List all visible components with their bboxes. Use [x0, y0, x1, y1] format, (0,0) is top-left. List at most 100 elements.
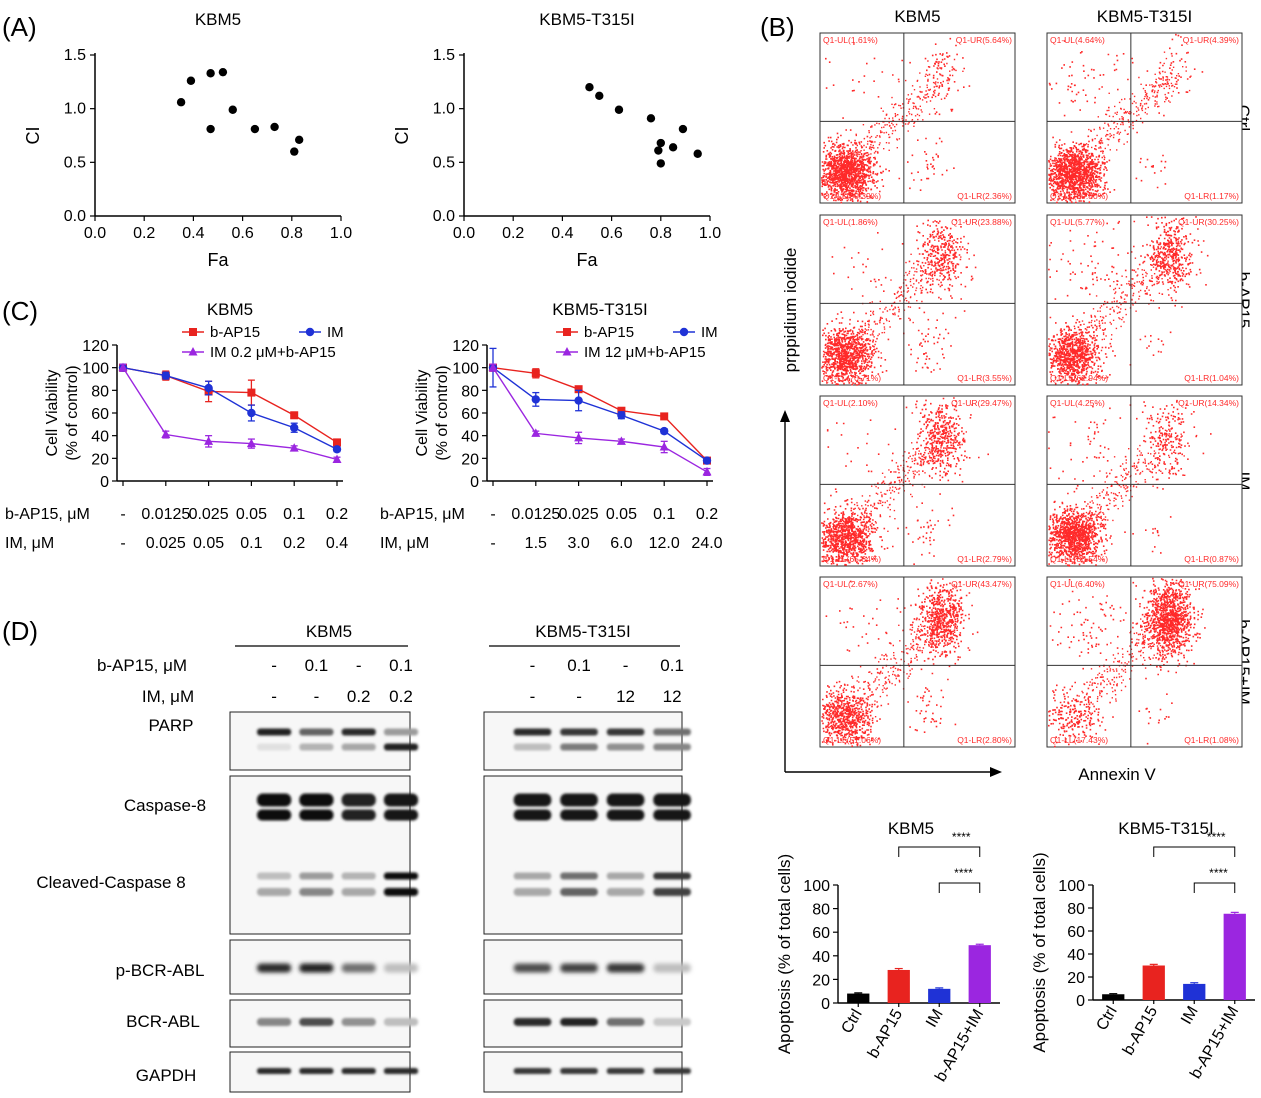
data-point — [206, 124, 215, 134]
category-label: b-AP15 — [1120, 1003, 1161, 1058]
category-label: Ctrl — [839, 1007, 866, 1037]
y-tick-label: 120 — [82, 338, 109, 355]
protein-band — [341, 809, 376, 821]
western-blot-panel: PARP Caspase-8 Cleaved-Caspase 8 p-BCR-ABL B… — [36, 622, 691, 1093]
marker-square — [290, 411, 299, 420]
x-tick-label: 0.0 — [84, 225, 106, 242]
protein-band — [257, 1018, 292, 1026]
protein-band — [299, 743, 334, 751]
blot-group-kbm5-t315i: KBM5-T315I - 0.1 - 0.1 - - 12 12 — [483, 622, 691, 1093]
flow-events — [821, 578, 979, 747]
protein-band — [299, 872, 334, 880]
quadrant-ur-label: Q1-UR(23.88%) — [951, 217, 1012, 227]
blot-label: p-BCR-ABL — [116, 961, 205, 980]
data-point — [290, 147, 299, 156]
flow-plot-frame — [1046, 214, 1243, 386]
dose-value: 0.0125 — [141, 506, 190, 523]
flow-dots — [1048, 33, 1204, 204]
dose-value: 0.1 — [240, 535, 262, 552]
protein-band — [513, 743, 552, 751]
protein-band — [653, 872, 691, 880]
dose-value: 0.05 — [193, 535, 224, 552]
protein-band — [606, 1068, 645, 1074]
protein-band — [653, 809, 691, 821]
chart-title: KBM5 — [207, 300, 253, 319]
quadrant-lr-label: Q1-LR(0.87%) — [1184, 554, 1239, 564]
protein-band — [341, 728, 376, 736]
flow-events — [821, 397, 989, 566]
flow-events — [1048, 577, 1206, 748]
protein-band — [383, 1068, 419, 1074]
marker-circle — [247, 408, 256, 418]
flow-plot: Q1-UL(2.67%) Q1-UR(43.47%) Q1-LL(51.06%) Q1… — [819, 576, 1016, 748]
dose-value: 0.1 — [283, 506, 305, 523]
protein-band — [653, 728, 691, 736]
flow-cytometry-grid: KBM5 KBM5-T315ICtrlb-AP15IMb-AP15+IMQ1-UL… — [780, 7, 1253, 784]
series-line — [492, 367, 708, 462]
flow-y-arrowhead — [780, 410, 790, 422]
protein-band — [513, 888, 552, 896]
protein-band — [653, 1068, 691, 1074]
quadrant-ul-label: Q1-UL(1.86%) — [823, 217, 878, 227]
protein-band — [560, 872, 598, 880]
quadrant-ul-label: Q1-UL(2.10%) — [823, 398, 878, 408]
protein-band — [257, 1068, 292, 1074]
marker-triangle — [204, 436, 214, 445]
lane-dose: - — [623, 656, 629, 675]
protein-band — [513, 872, 552, 880]
blot-label: BCR-ABL — [126, 1012, 200, 1031]
protein-band — [383, 888, 419, 896]
y-tick-label: 60 — [461, 406, 479, 423]
lane-dose: - — [356, 656, 362, 675]
marker-triangle — [488, 362, 498, 372]
protein-band — [341, 872, 376, 880]
significance-bracket — [938, 882, 981, 893]
chart-title: KBM5 — [195, 10, 241, 29]
marker-square — [574, 385, 583, 394]
x-tick-label: 0.8 — [281, 225, 303, 242]
legend-label: IM — [327, 324, 344, 341]
significance-stars: **** — [1207, 830, 1226, 844]
quadrant-lr-label: Q1-LR(1.17%) — [1184, 191, 1239, 201]
protein-band — [257, 743, 292, 751]
quadrant-ur-label: Q1-UR(14.34%) — [1178, 398, 1239, 408]
protein-band — [653, 888, 691, 896]
series-line — [492, 367, 708, 473]
marker-circle — [702, 456, 712, 465]
legend-label: b-AP15 — [210, 324, 260, 341]
marker-circle — [617, 411, 626, 420]
data-point — [186, 76, 196, 85]
category-label: IM — [1178, 1004, 1202, 1028]
y-tick-label: 0 — [100, 474, 109, 491]
protein-band — [513, 1018, 552, 1026]
protein-band — [606, 728, 645, 736]
series-line — [122, 366, 338, 444]
data-point — [656, 138, 665, 148]
marker-square — [531, 369, 540, 378]
x-axis-label: Fa — [576, 250, 598, 270]
protein-band — [257, 963, 292, 973]
y-tick-label: 60 — [91, 406, 109, 423]
blot-membrane — [483, 711, 683, 771]
marker-square — [333, 438, 341, 447]
y-tick-label: 80 — [1067, 901, 1085, 918]
flow-plot: Q1-UL(1.86%) Q1-UR(23.88%) Q1-LL(70.71%) Q1… — [819, 214, 1016, 386]
flow-y-axis-label: prppidium iodide — [781, 248, 800, 373]
y-tick-label: 20 — [1067, 970, 1085, 987]
bar — [968, 945, 991, 1003]
quadrant-ll-label: Q1-LL(80.54%) — [1050, 554, 1108, 564]
marker-triangle — [659, 442, 669, 451]
marker-triangle — [118, 362, 128, 372]
protein-band — [341, 743, 376, 751]
protein-band — [341, 963, 376, 973]
significance-stars: **** — [954, 866, 973, 880]
protein-band — [257, 728, 292, 736]
ci-chart-kbm5: KBM5 0.0 0.2 0.4 0.6 0.8 1.0 0.0 0.5 1.0 1.5 Fa CI — [23, 10, 352, 270]
dose-value: 1.5 — [525, 535, 547, 552]
protein-band — [560, 1068, 598, 1074]
y-tick-label: 1.5 — [64, 47, 86, 64]
marker-triangle — [616, 436, 626, 445]
data-point — [656, 159, 665, 168]
y-tick-label: 20 — [91, 451, 109, 468]
y-tick-label: 1.5 — [433, 47, 455, 64]
